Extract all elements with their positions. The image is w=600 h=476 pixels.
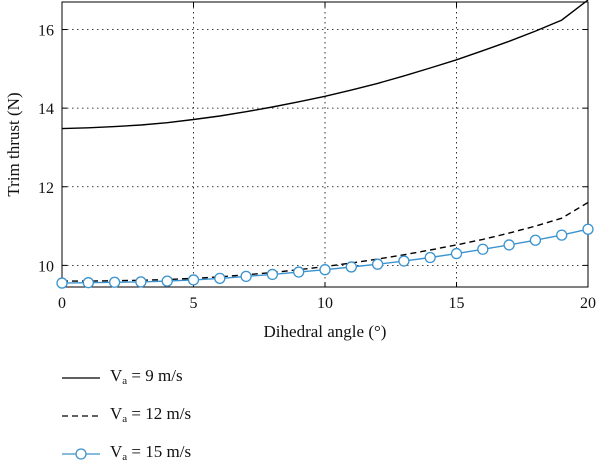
data-point bbox=[529, 234, 542, 246]
data-point bbox=[266, 268, 279, 281]
y-tick-label: 16 bbox=[38, 23, 54, 40]
data-point bbox=[82, 277, 94, 289]
legend-swatch-dashed bbox=[62, 415, 100, 417]
data-point bbox=[161, 275, 173, 287]
y-tick-label: 10 bbox=[38, 258, 54, 275]
x-tick-label: 0 bbox=[58, 295, 66, 312]
data-point bbox=[582, 223, 594, 235]
y-tick-label: 12 bbox=[38, 180, 54, 197]
data-point bbox=[108, 276, 121, 288]
data-point bbox=[214, 272, 226, 285]
data-point bbox=[135, 276, 147, 288]
x-axis-label: Dihedral angle (°) bbox=[264, 322, 387, 341]
data-point bbox=[477, 243, 489, 255]
data-point bbox=[398, 255, 410, 267]
legend-swatch-circle bbox=[62, 448, 100, 460]
x-tick-label: 20 bbox=[580, 295, 596, 312]
data-point bbox=[371, 258, 384, 270]
legend-label-15ms: Va = 15 m/s bbox=[110, 442, 192, 463]
legend-label-12ms: Va = 12 m/s bbox=[110, 404, 192, 425]
legend-label-9ms: Va = 9 m/s bbox=[110, 366, 183, 387]
y-axis-label: Trim thrust (N) bbox=[4, 92, 23, 196]
data-point bbox=[424, 251, 436, 264]
data-point bbox=[450, 247, 463, 260]
data-point bbox=[503, 239, 515, 251]
data-point bbox=[556, 229, 568, 241]
data-point bbox=[187, 274, 200, 286]
data-point bbox=[345, 261, 357, 273]
data-point bbox=[240, 270, 252, 283]
line-chart: 0 5 10 15 20 10 12 14 16 Dihedral angle (°) Trim t… bbox=[4, 0, 596, 341]
data-point bbox=[293, 266, 305, 278]
x-tick-label: 10 bbox=[317, 295, 333, 312]
data-point bbox=[319, 264, 331, 276]
legend-swatch-solid bbox=[62, 377, 100, 379]
data-point bbox=[56, 277, 68, 289]
x-tick-label: 5 bbox=[190, 295, 198, 312]
series-line-0 bbox=[61, 0, 589, 130]
y-tick-label: 14 bbox=[38, 101, 54, 118]
x-tick-label: 15 bbox=[449, 295, 465, 312]
